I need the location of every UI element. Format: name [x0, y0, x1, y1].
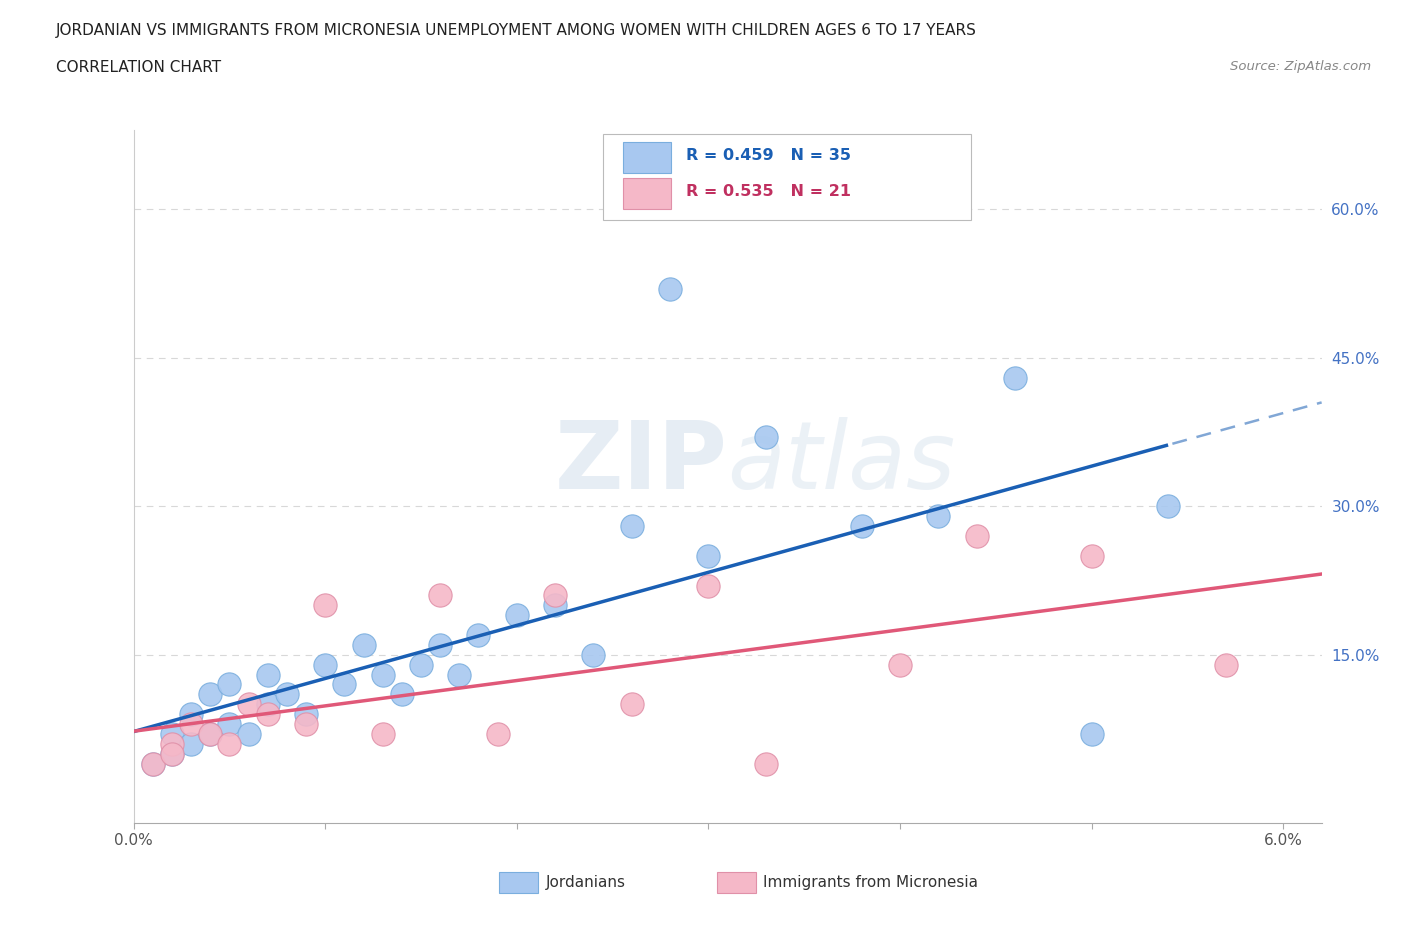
Point [256, 697, 278, 711]
Point [391, 687, 413, 702]
Point [238, 697, 260, 711]
Point [1004, 370, 1026, 385]
Point [218, 677, 240, 692]
Point [429, 637, 451, 652]
Point [160, 737, 183, 751]
Point [620, 519, 643, 534]
Bar [623, 178, 671, 209]
Point [659, 281, 682, 296]
Point [142, 756, 165, 771]
Point [544, 588, 567, 603]
Point [295, 717, 318, 732]
Point [200, 726, 222, 741]
Point [180, 707, 202, 722]
Point [506, 608, 529, 623]
Text: ZIP: ZIP [555, 417, 728, 509]
Text: R = 0.535   N = 21: R = 0.535 N = 21 [686, 184, 851, 199]
Point [314, 598, 336, 613]
Text: Source: ZipAtlas.com: Source: ZipAtlas.com [1230, 60, 1371, 73]
Point [1215, 658, 1237, 672]
Point [1080, 726, 1102, 741]
Point [544, 598, 567, 613]
Point [180, 717, 202, 732]
Point [927, 509, 949, 524]
Point [582, 647, 605, 662]
Point [218, 737, 240, 751]
Point [467, 628, 489, 643]
Point [295, 707, 318, 722]
Text: R = 0.459   N = 35: R = 0.459 N = 35 [686, 148, 851, 163]
Point [180, 737, 202, 751]
Point [449, 667, 471, 682]
Point [160, 746, 183, 761]
Point [256, 667, 278, 682]
Point [333, 677, 356, 692]
Point [889, 658, 911, 672]
Point [1157, 498, 1180, 513]
Point [218, 717, 240, 732]
Text: Jordanians: Jordanians [546, 875, 626, 890]
Point [371, 667, 394, 682]
Point [486, 726, 509, 741]
Point [276, 687, 298, 702]
Point [697, 578, 720, 593]
Point [160, 746, 183, 761]
Point [160, 726, 183, 741]
Point [353, 637, 375, 652]
Point [755, 756, 778, 771]
Point [142, 756, 165, 771]
Text: CORRELATION CHART: CORRELATION CHART [56, 60, 221, 75]
Point [1080, 549, 1102, 564]
Point [409, 658, 432, 672]
Point [256, 707, 278, 722]
Text: Immigrants from Micronesia: Immigrants from Micronesia [763, 875, 979, 890]
Point [371, 726, 394, 741]
Text: atlas: atlas [728, 418, 956, 509]
Text: JORDANIAN VS IMMIGRANTS FROM MICRONESIA UNEMPLOYMENT AMONG WOMEN WITH CHILDREN A: JORDANIAN VS IMMIGRANTS FROM MICRONESIA … [56, 23, 977, 38]
Point [851, 519, 873, 534]
Point [200, 726, 222, 741]
Point [238, 726, 260, 741]
Point [200, 687, 222, 702]
Point [620, 697, 643, 711]
Point [314, 658, 336, 672]
Point [755, 430, 778, 445]
Point [966, 528, 988, 543]
FancyBboxPatch shape [603, 134, 972, 220]
Bar [623, 141, 671, 173]
Point [697, 549, 720, 564]
Point [429, 588, 451, 603]
